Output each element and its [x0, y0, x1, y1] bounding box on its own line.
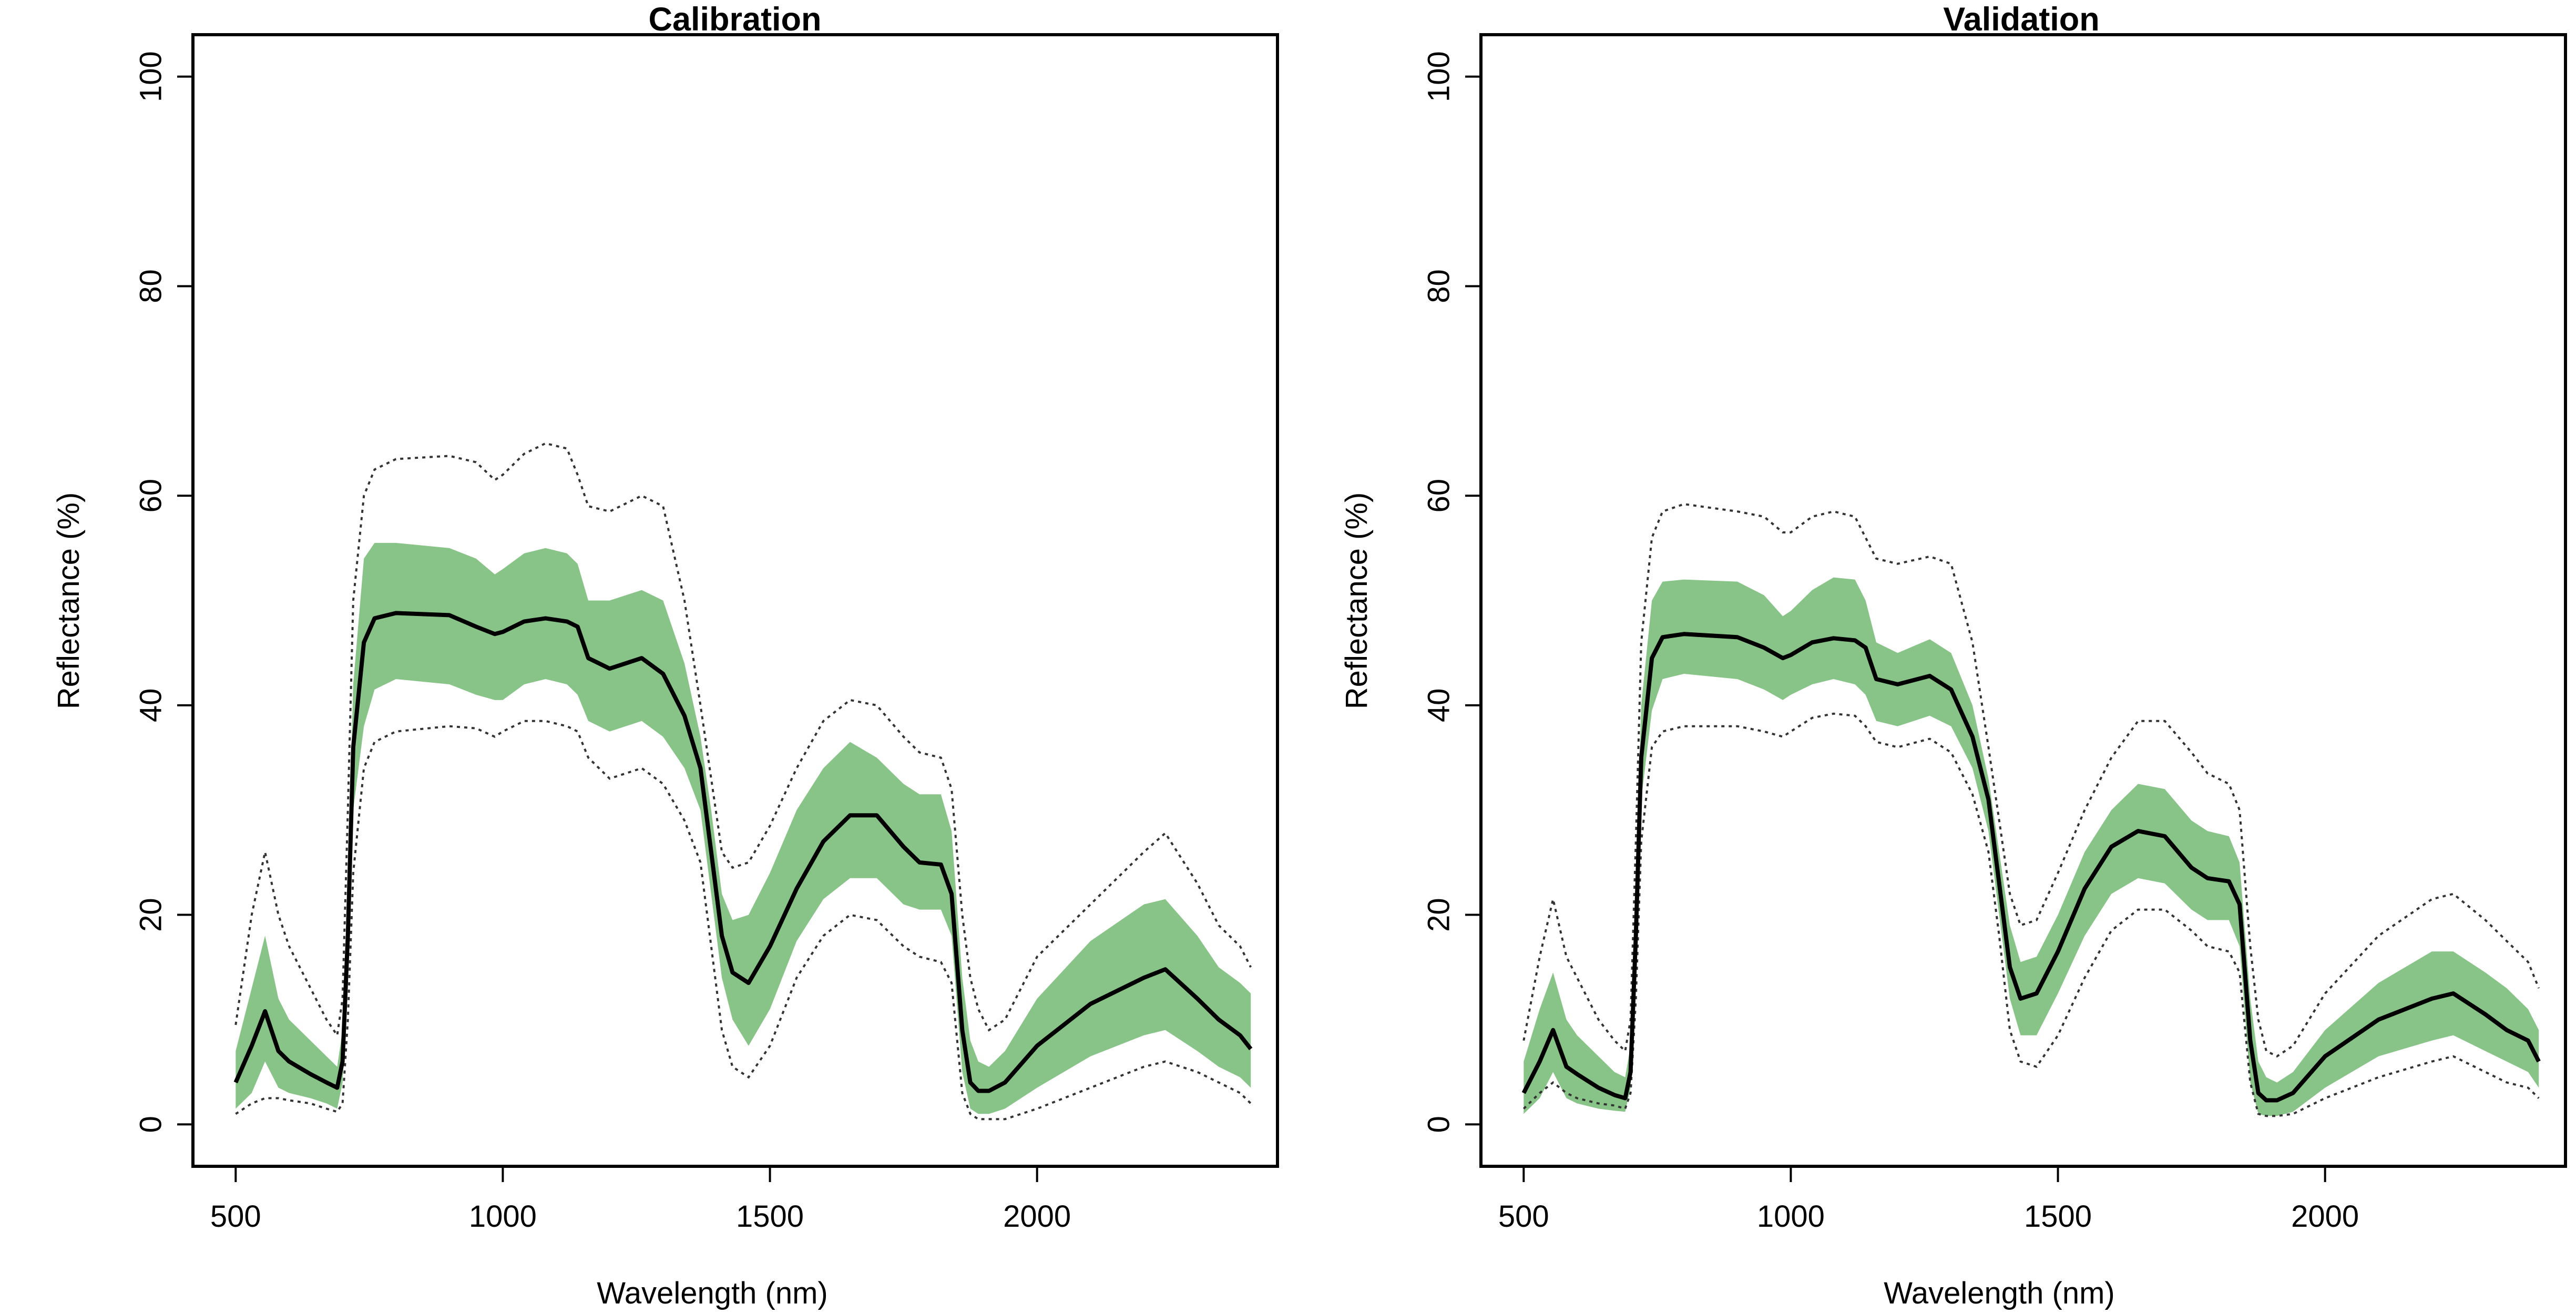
- validation-y-tick-label: 100: [1422, 51, 1456, 102]
- calibration-y-axis-label: Reflectance (%): [52, 492, 86, 710]
- calibration-plot-layer: [233, 442, 1253, 1121]
- calibration-spread-band: [236, 542, 1251, 1114]
- calibration-y-tick-label: 100: [134, 51, 168, 102]
- validation-y-axis-label: Reflectance (%): [1340, 492, 1374, 710]
- calibration-x-axis-label: Wavelength (nm): [597, 1276, 827, 1310]
- validation-min-line: [1522, 712, 2540, 1117]
- validation-y-tick-label: 40: [1422, 689, 1456, 723]
- calibration-y-tick-label: 60: [134, 479, 168, 513]
- calibration-x-tick-label: 500: [210, 1199, 261, 1234]
- calibration-y-tick-label: 80: [134, 269, 168, 303]
- validation-mean-line: [1521, 632, 2541, 1103]
- validation-plot-layer: [1521, 503, 2541, 1117]
- validation-max-line: [1522, 503, 2540, 1058]
- calibration-x-tick-label: 2000: [1003, 1199, 1071, 1234]
- validation-y-tick-label: 0: [1422, 1116, 1456, 1133]
- validation-y-tick-label: 20: [1422, 898, 1456, 932]
- panel-title-calibration: Calibration: [648, 1, 821, 38]
- calibration-y-tick-label: 0: [134, 1116, 168, 1133]
- validation-x-axis-label: Wavelength (nm): [1884, 1276, 2114, 1310]
- validation-x-tick-label: 1000: [1757, 1199, 1825, 1234]
- calibration-x-tick-label: 1000: [469, 1199, 537, 1234]
- validation-panel: Validation 500 1000 1500 2000 0 20 40 60 80 100 W…: [1340, 1, 2567, 1310]
- calibration-max-line: [234, 442, 1252, 1039]
- validation-x-tick-label: 500: [1498, 1199, 1549, 1234]
- validation-spread-band: [1524, 577, 2539, 1116]
- calibration-x-tick-label: 1500: [736, 1199, 804, 1234]
- calibration-tick-layer: 500 1000 1500 2000 0 20 40 60 80 100: [134, 51, 1071, 1234]
- validation-x-tick-label: 1500: [2024, 1199, 2092, 1234]
- calibration-min-line: [235, 720, 1252, 1121]
- calibration-y-tick-label: 20: [134, 898, 168, 932]
- validation-tick-layer: 500 1000 1500 2000 0 20 40 60 80 100: [1422, 51, 2359, 1234]
- panel-title-validation: Validation: [1943, 1, 2100, 38]
- calibration-y-tick-label: 40: [134, 689, 168, 723]
- validation-y-tick-label: 60: [1422, 479, 1456, 513]
- calibration-panel: Calibration 500 1000 1500 2000020406080100 …: [52, 1, 1279, 1310]
- validation-y-tick-label: 80: [1422, 269, 1456, 303]
- calibration-mean-line: [233, 611, 1253, 1093]
- validation-x-tick-label: 2000: [2291, 1199, 2359, 1234]
